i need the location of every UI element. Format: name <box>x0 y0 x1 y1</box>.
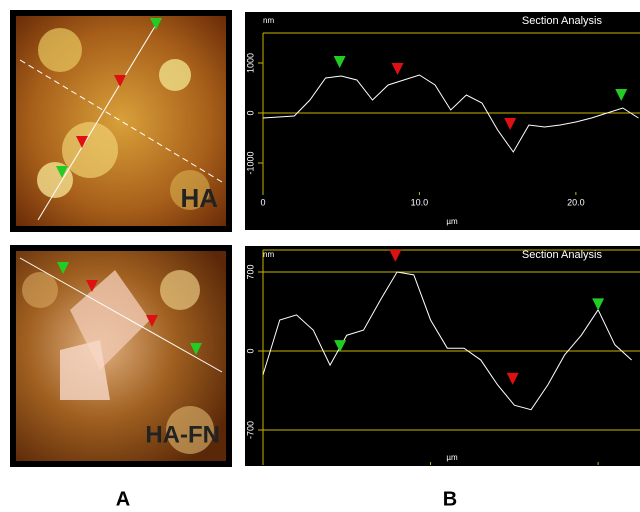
chart-background <box>245 12 640 230</box>
y-tick-label: 0 <box>245 349 255 354</box>
profile-line <box>262 74 639 153</box>
image-label: HA-FN <box>145 421 220 448</box>
x-tick-label: 0 <box>260 197 265 207</box>
x-tick-label: 10.0 <box>411 197 429 207</box>
cursor-marker <box>504 118 517 130</box>
cursor-marker <box>334 340 347 353</box>
y-tick-label: 0 <box>245 110 255 115</box>
profile-line <box>262 271 632 411</box>
y-tick-label: -1000 <box>245 151 255 174</box>
y-axis-label: nm <box>263 16 274 25</box>
chart-background <box>245 246 640 466</box>
cursor-marker <box>615 89 628 101</box>
section-chart: Section Analysis nm µm -700 0 700 0 10.0 20.0 <box>245 246 640 477</box>
y-tick-label: 1000 <box>245 53 255 73</box>
y-tick-label: -700 <box>245 421 255 439</box>
x-tick-label: 20.0 <box>589 467 607 477</box>
chart-title: Section Analysis <box>522 249 603 261</box>
x-tick-label: 0 <box>260 467 265 477</box>
afm-image-ha: HA <box>10 10 232 232</box>
afm-image-ha-fn: HA-FN <box>10 245 232 467</box>
cursor-marker <box>391 63 404 75</box>
cursor-marker <box>592 298 605 311</box>
y-tick-label: 700 <box>245 264 255 279</box>
cursor-marker <box>389 249 402 262</box>
panel-label: A <box>116 488 130 510</box>
x-axis-label: µm <box>446 453 458 462</box>
panel-label: B <box>443 488 457 510</box>
x-tick-label: 10.0 <box>422 467 440 477</box>
cursor-marker <box>333 56 346 68</box>
image-label: HA <box>180 183 218 213</box>
chart-title: Section Analysis <box>522 15 603 27</box>
cursor-marker <box>506 372 519 385</box>
section-chart: Section Analysis nm µm -1000 0 1000 0 10.0 20.0 <box>245 12 640 230</box>
x-axis-label: µm <box>446 217 458 226</box>
y-axis-label: nm <box>263 250 274 259</box>
x-tick-label: 20.0 <box>567 197 585 207</box>
